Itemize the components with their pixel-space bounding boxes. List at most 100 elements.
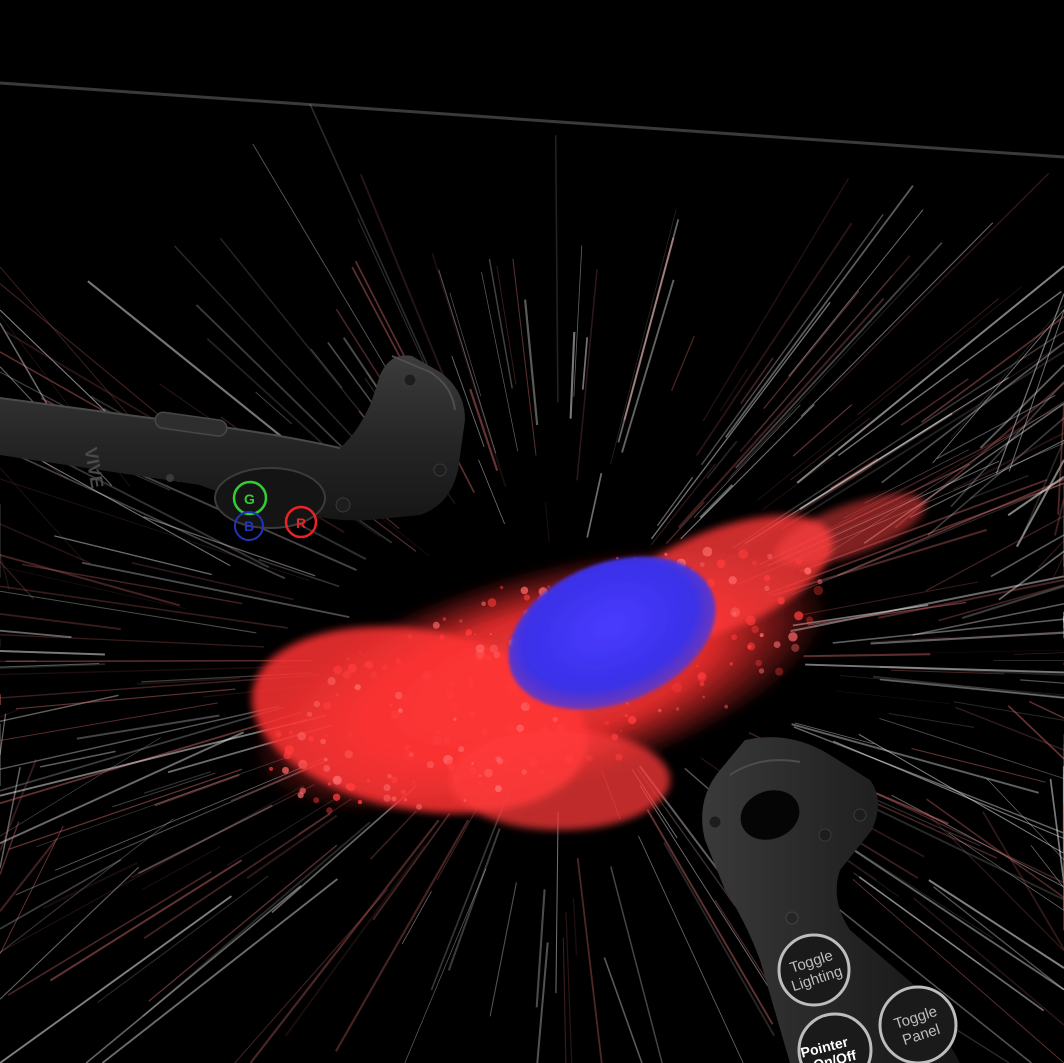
right-controller[interactable]: Toggle Lighting Toggle Panel Pointer On/… (702, 737, 960, 1063)
membrane-speckle (467, 663, 471, 667)
menu-button[interactable] (154, 411, 228, 437)
volume-streak (309, 103, 428, 365)
membrane-speckle (443, 755, 453, 765)
volume-streak (141, 846, 221, 891)
volume-streak (791, 723, 1039, 794)
membrane-speckle (432, 735, 443, 746)
system-button[interactable] (785, 911, 799, 925)
volume-streak (0, 702, 218, 741)
membrane-speckle (454, 779, 458, 783)
blue-button[interactable]: B (234, 511, 264, 541)
membrane-speckle (695, 664, 699, 668)
membrane-speckle (401, 679, 404, 682)
volume-streak (610, 866, 663, 1063)
membrane-speckle (475, 655, 483, 663)
volume-streak (0, 866, 140, 1000)
sensor-dot (403, 373, 417, 387)
membrane-speckle (381, 664, 388, 671)
volume-streak (731, 330, 1064, 550)
sensor-dot (818, 828, 832, 842)
toggle-panel-button[interactable]: Toggle Panel (878, 985, 958, 1063)
membrane-speckle (366, 779, 371, 783)
volume-streak (650, 301, 831, 540)
membrane-speckle (332, 775, 342, 785)
membrane-speckle (345, 784, 351, 790)
volume-streak (936, 394, 1056, 460)
volume-streak (249, 819, 440, 1063)
volume-streak (0, 821, 20, 875)
membrane-speckle (565, 754, 574, 764)
volume-streak (1038, 540, 1064, 568)
volume-streak (1008, 309, 1064, 472)
volume-streak (565, 912, 573, 1063)
system-button[interactable] (166, 474, 174, 482)
volume-streak (0, 566, 186, 610)
trackpad[interactable] (214, 467, 326, 529)
sensor-dot (708, 815, 722, 829)
volume-streak (763, 290, 860, 409)
volume-streak (535, 889, 546, 1008)
volume-streak (680, 404, 815, 540)
membrane-speckle (297, 731, 307, 741)
volume-streak (581, 337, 589, 390)
membrane-speckle (475, 644, 485, 653)
membrane-speckle (349, 732, 352, 736)
volume-streak (603, 957, 643, 1063)
volume-streak (928, 879, 1064, 969)
volume-streak (143, 771, 211, 794)
volume-streak (791, 482, 1064, 596)
green-button[interactable]: G (232, 480, 268, 516)
volume-streak (76, 714, 220, 740)
membrane-speckle (512, 748, 521, 757)
volume-streak (0, 837, 58, 912)
sensor-dot (433, 463, 447, 477)
volume-streak (646, 809, 774, 1025)
cell-volume[interactable] (221, 479, 933, 868)
volume-streak (961, 585, 1064, 620)
volume-streak (342, 337, 383, 395)
volume-streak (695, 222, 853, 457)
membrane-speckle (675, 707, 680, 711)
membrane-speckle (516, 724, 524, 733)
membrane-speckle (477, 780, 484, 787)
volume-streak (969, 474, 1029, 500)
volume-streak (0, 446, 286, 580)
left-controller[interactable]: VIVE G B R (0, 355, 465, 541)
volume-streak (97, 875, 269, 1003)
volume-streak (21, 563, 243, 605)
volume-streak (881, 342, 1064, 484)
volume-streak (932, 309, 1064, 464)
volume-streak (226, 799, 334, 866)
membrane-speckle (791, 643, 800, 653)
volume-streak (489, 882, 517, 1017)
pointer-toggle-button[interactable]: Pointer On/Off (797, 1012, 873, 1063)
volume-streak (739, 255, 911, 453)
volume-streak (0, 711, 301, 805)
volume-streak (813, 444, 891, 496)
volume-streak (719, 368, 748, 412)
volume-streak (870, 636, 951, 643)
volume-streak (0, 694, 119, 722)
volume-streak (0, 612, 121, 631)
membrane-speckle (389, 703, 393, 707)
toggle-lighting-button[interactable]: Toggle Lighting (777, 933, 851, 1007)
volume-streak (730, 272, 920, 477)
volume-streak (1007, 705, 1064, 760)
volume-streak (0, 553, 11, 591)
volume-streak (986, 778, 1064, 861)
svg-text:B: B (244, 518, 254, 534)
membrane-speckle (395, 691, 403, 700)
volume-streak (85, 885, 302, 1063)
membrane-speckle (794, 611, 804, 621)
red-button[interactable]: R (284, 505, 318, 539)
volume-streak (545, 502, 550, 542)
membrane-speckle (468, 678, 473, 682)
volume-streak (0, 767, 21, 869)
volume-streak (478, 459, 505, 525)
membrane-speckle (752, 560, 757, 566)
volume-streak (137, 804, 273, 875)
membrane-speckle (528, 757, 538, 768)
volume-streak (0, 759, 37, 852)
membrane-speckle (764, 585, 770, 591)
